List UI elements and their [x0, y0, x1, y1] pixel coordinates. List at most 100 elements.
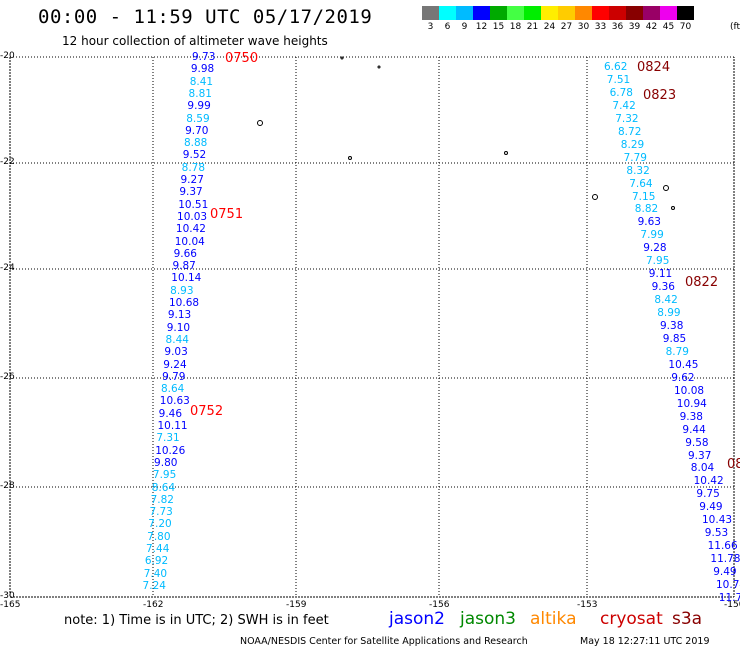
legend-label: 15 — [492, 22, 505, 32]
wave-height-value: 9.52 — [182, 149, 207, 162]
wave-height-value: 9.38 — [660, 320, 684, 332]
x-axis-label: -162 — [143, 600, 164, 610]
wave-height-value: 8.82 — [634, 203, 659, 216]
y-axis-label: -22 — [0, 157, 15, 167]
wave-height-value: 10.94 — [676, 397, 707, 410]
wave-height-value: 9.13 — [167, 309, 192, 322]
wave-height-value: 9.62 — [671, 371, 695, 384]
wave-height-value: 7.40 — [143, 567, 168, 580]
generated-timestamp: May 18 12:27:11 UTC 2019 — [580, 636, 710, 647]
wave-height-value: 9.46 — [158, 407, 183, 420]
legend-label: 21 — [526, 22, 539, 32]
wave-height-value: 7.95 — [152, 469, 177, 482]
wave-height-value: 7.95 — [646, 255, 670, 268]
wave-height-value: 9.98 — [190, 63, 215, 76]
wave-height-value: 9.66 — [173, 247, 197, 260]
legend-label: 6 — [444, 22, 451, 32]
wave-height-value: 8.88 — [183, 137, 208, 150]
legend-swatch — [575, 6, 592, 20]
x-axis-label: -153 — [577, 600, 598, 610]
wave-height-value: 8.41 — [189, 75, 214, 88]
time-label: 0750 — [225, 51, 259, 66]
x-axis-label: -165 — [0, 600, 21, 610]
legend-label: 39 — [628, 22, 641, 32]
wave-height-value: 10.42 — [693, 475, 724, 488]
time-label: 0751 — [210, 207, 244, 222]
wave-height-value: 10.14 — [171, 272, 202, 285]
wave-height-value: 10.08 — [674, 384, 705, 397]
wave-height-value: 9.73 — [192, 51, 216, 63]
y-axis-label: -26 — [0, 372, 15, 382]
legend-swatch — [558, 6, 575, 20]
map-subtitle: 12 hour collection of altimeter wave hei… — [62, 34, 328, 48]
y-axis-label: -20 — [0, 51, 15, 61]
x-axis-label: -150 — [724, 600, 740, 610]
legend-swatch — [456, 6, 473, 20]
time-label: 08 — [727, 457, 740, 472]
island-outline — [377, 65, 381, 69]
legend-swatch — [660, 6, 677, 20]
wave-height-value: 6.92 — [144, 555, 169, 568]
wave-height-value: 10.45 — [668, 358, 699, 371]
color-legend-labels: 3 6 9 12 15 18 21 24 27 30 33 36 39 42 45 70 — [422, 22, 694, 32]
wave-height-value: 9.10 — [166, 321, 191, 334]
wave-height-value: 8.64 — [151, 481, 176, 494]
legend-label: 9 — [461, 22, 468, 32]
wave-height-value: 9.75 — [696, 488, 720, 501]
wave-height-value: 8.59 — [186, 112, 210, 125]
wave-height-value: 9.28 — [643, 242, 667, 255]
wave-height-value: 11.66 — [707, 540, 738, 553]
wave-height-value: 7.24 — [142, 579, 166, 592]
footnote: note: 1) Time is in UTC; 2) SWH is in fe… — [64, 613, 329, 628]
wave-height-value: 10.74 — [716, 579, 740, 591]
wave-height-value: 7.42 — [612, 99, 636, 112]
wave-height-value: 10.51 — [178, 198, 209, 211]
wave-height-value: 8.29 — [620, 138, 645, 151]
legend-swatch — [626, 6, 643, 20]
legend-swatch — [609, 6, 626, 20]
wave-height-value: 7.82 — [150, 493, 174, 506]
legend-swatch — [490, 6, 507, 20]
y-axis-label: -30 — [0, 591, 15, 601]
wave-height-value: 7.79 — [623, 151, 647, 164]
x-axis-label: -156 — [429, 600, 450, 610]
satellite-name: s3a — [672, 609, 703, 629]
legend-label: 30 — [577, 22, 590, 32]
wave-height-value: 9.24 — [163, 358, 187, 371]
wave-height-value: 9.03 — [164, 346, 188, 359]
legend-swatch — [643, 6, 660, 20]
wave-height-value: 10.63 — [159, 395, 190, 408]
wave-height-value: 8.32 — [626, 164, 650, 177]
wave-height-value: 8.78 — [181, 161, 206, 174]
wave-height-value: 7.15 — [632, 190, 656, 203]
legend-swatch — [524, 6, 541, 20]
wave-height-value: 9.53 — [704, 527, 729, 540]
wave-height-value: 8.44 — [165, 333, 189, 346]
legend-swatch — [541, 6, 558, 20]
legend-label: 45 — [662, 22, 675, 32]
wave-height-value: 9.79 — [162, 370, 186, 383]
color-legend — [422, 6, 694, 20]
wave-height-value: 8.72 — [618, 125, 642, 138]
satellite-name: cryosat — [600, 609, 663, 629]
legend-label: 3 — [427, 22, 434, 32]
wave-height-value: 7.51 — [606, 73, 631, 86]
legend-unit: (ft) — [730, 22, 740, 32]
wave-height-value: 8.04 — [690, 462, 715, 475]
wave-height-value: 9.44 — [682, 423, 706, 436]
y-axis-label: -28 — [0, 481, 15, 491]
satellite-name: jason2 — [389, 609, 445, 629]
island-outline — [257, 120, 263, 126]
wave-height-value: 9.37 — [179, 186, 203, 199]
wave-height-value: 9.87 — [172, 260, 196, 273]
wave-height-value: 9.49 — [699, 501, 723, 514]
legend-label: 24 — [543, 22, 556, 32]
legend-swatch — [473, 6, 490, 20]
legend-swatch — [439, 6, 456, 20]
wave-height-value: 9.58 — [685, 436, 709, 449]
map-title: 00:00 - 11:59 UTC 05/17/2019 — [38, 6, 373, 28]
legend-label: 12 — [475, 22, 488, 32]
wave-height-value: 9.99 — [187, 100, 211, 113]
